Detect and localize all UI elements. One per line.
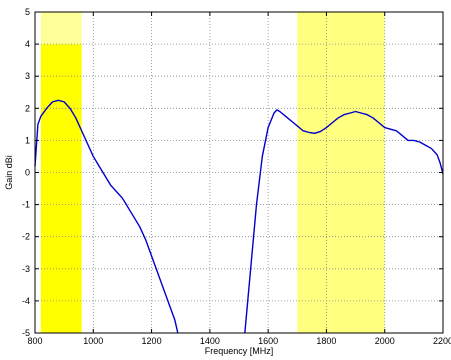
highlight-band-1 [40,12,82,45]
y-tick-label: -1 [22,200,30,210]
y-tick-label: 2 [25,103,30,113]
y-tick-label: -4 [22,296,30,306]
series-lines [34,99,444,334]
y-tick-labels: -5 -4 -3 -2 -1 0 1 2 3 4 5 [22,7,30,338]
x-tick-label: 1800 [316,336,336,346]
y-tick-label: 5 [25,7,30,17]
x-tick-label: 2200 [433,336,451,346]
highlight-band-0 [40,44,82,333]
x-tick-label: 800 [27,336,42,346]
y-tick-label: 3 [25,71,30,81]
y-tick-label: 4 [25,39,30,49]
x-tick-label: 1600 [258,336,278,346]
series-line-segment-1 [244,109,444,334]
axis-ticks [34,11,444,334]
y-tick-label: 1 [25,135,30,145]
x-tick-label: 2000 [375,336,395,346]
x-tick-label: 1000 [83,336,103,346]
series-line-segment-0 [34,99,179,334]
grid-lines [35,12,443,333]
x-tick-labels: 800 1000 1200 1400 1600 1800 2000 2200 [27,336,451,346]
x-tick-label: 1200 [142,336,162,346]
y-tick-label: -3 [22,264,30,274]
y-tick-label: -5 [22,328,30,338]
y-tick-label: -2 [22,232,30,242]
x-tick-label: 1400 [200,336,220,346]
y-axis-label: Gain dBi [4,155,14,190]
x-axis-label: Frequency [MHz] [205,346,274,356]
y-tick-label: 0 [25,168,30,178]
